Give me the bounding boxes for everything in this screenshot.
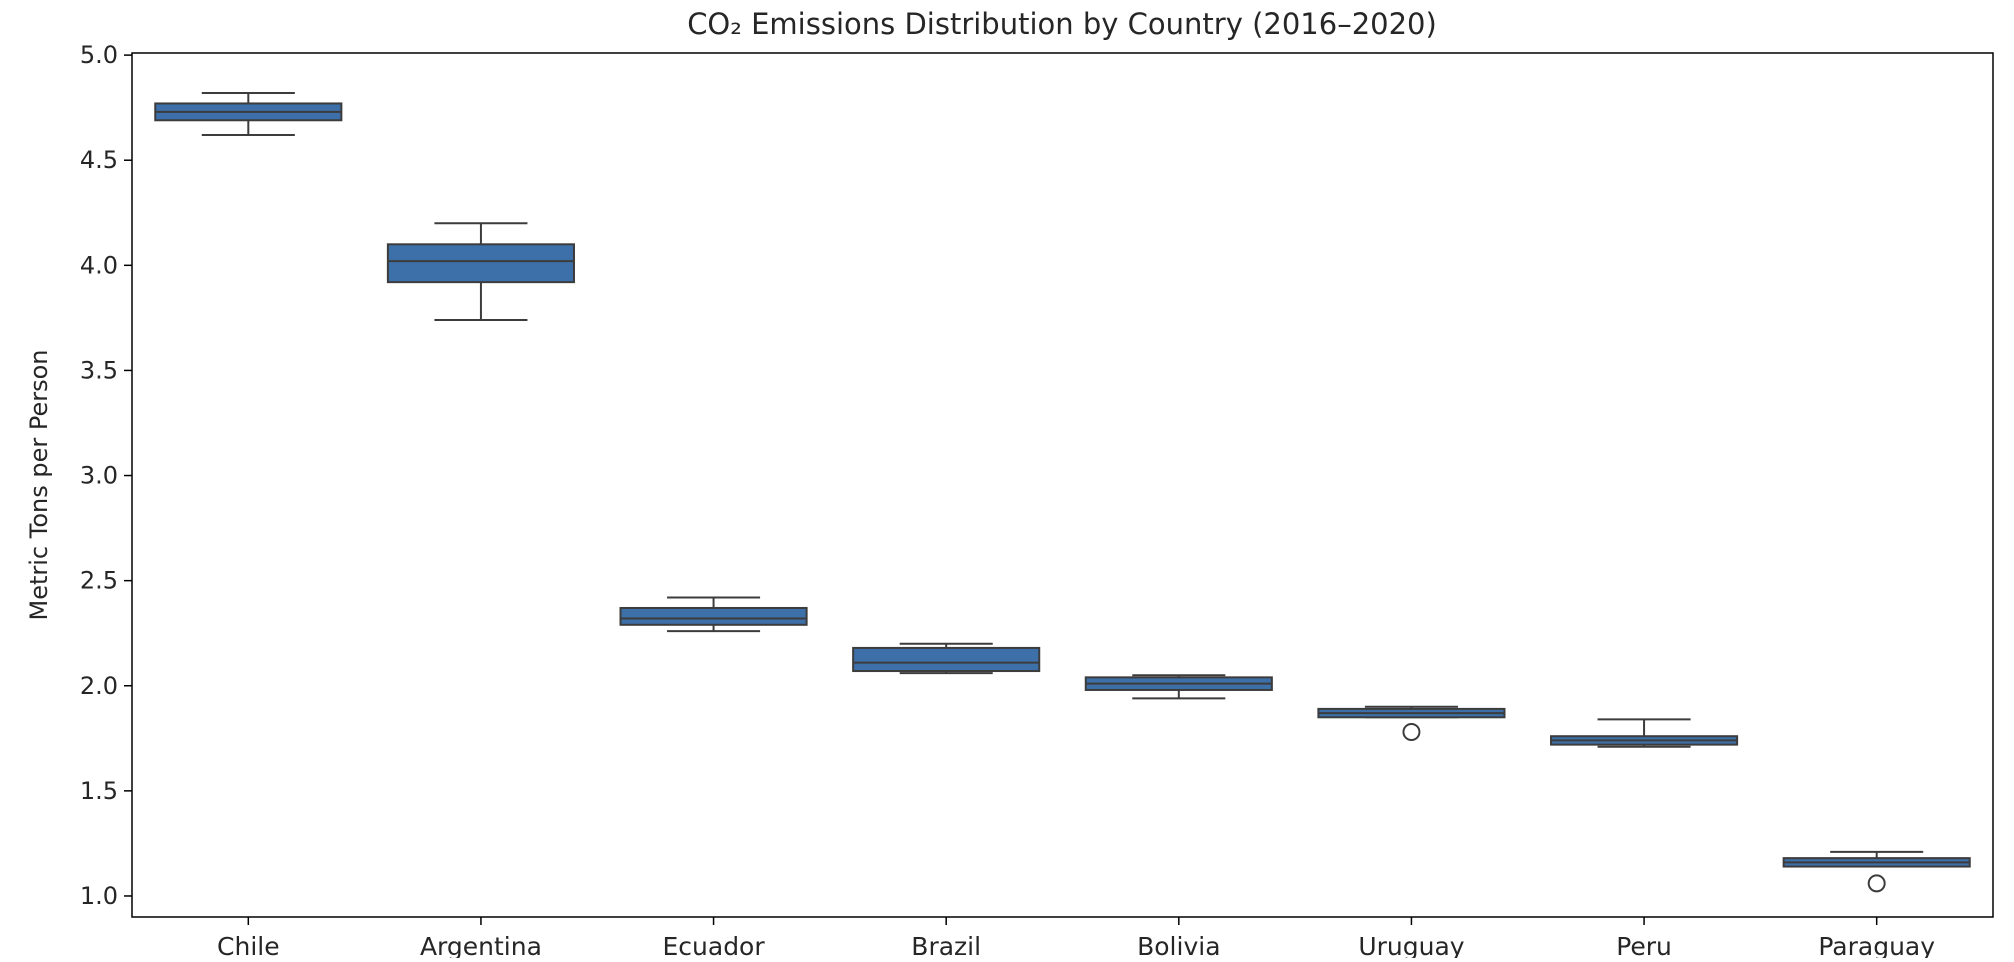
x-tick-label: Uruguay bbox=[1358, 932, 1464, 958]
box-iqr bbox=[386, 243, 575, 284]
y-tick-label: 2.5 bbox=[80, 567, 118, 595]
plot-frame bbox=[131, 52, 1994, 918]
y-tick-label: 4.5 bbox=[80, 146, 118, 174]
box-group bbox=[852, 642, 1041, 675]
chart-title: CO₂ Emissions Distribution by Country (2… bbox=[687, 7, 1437, 41]
box-iqr bbox=[852, 646, 1041, 673]
box-group bbox=[386, 222, 575, 321]
box-group bbox=[1782, 850, 1971, 893]
plot-area: 1.0 1.5 2.0 2.5 3.0 3.5 4.0 4.5 5.0 Chile Argentin… bbox=[80, 41, 1971, 961]
y-tick-label: 3.0 bbox=[80, 462, 118, 490]
y-tick-label: 1.0 bbox=[80, 882, 118, 910]
box-group bbox=[154, 91, 343, 136]
outlier-point bbox=[1867, 874, 1886, 893]
box-group bbox=[1550, 718, 1739, 748]
box-group bbox=[1084, 674, 1273, 700]
y-tick-label: 3.5 bbox=[80, 356, 118, 384]
box-iqr bbox=[619, 606, 808, 626]
x-tick-label: Paraguay bbox=[1818, 932, 1935, 958]
y-axis-label: Metric Tons per Person bbox=[25, 350, 53, 621]
x-tick-label: Bolivia bbox=[1137, 932, 1220, 958]
x-tick-label: Chile bbox=[217, 932, 280, 958]
box-group bbox=[1317, 705, 1506, 742]
outlier-point bbox=[1402, 723, 1421, 742]
x-tick-label: Ecuador bbox=[662, 932, 765, 958]
x-tick-label: Brazil bbox=[911, 932, 981, 958]
x-tick-label: Peru bbox=[1616, 932, 1672, 958]
y-tick-label: 2.0 bbox=[80, 672, 118, 700]
x-tick-label: Argentina bbox=[420, 932, 542, 958]
y-tick-label: 1.5 bbox=[80, 777, 118, 805]
y-tick-label: 5.0 bbox=[80, 41, 118, 69]
y-tick-label: 4.0 bbox=[80, 251, 118, 279]
box-group bbox=[619, 596, 808, 633]
